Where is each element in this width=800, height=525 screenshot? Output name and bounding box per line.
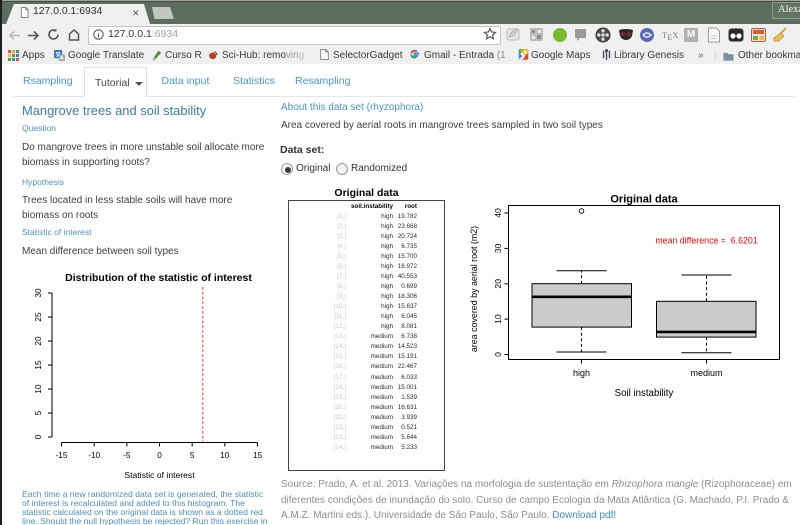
svg-text:-15: -15	[56, 451, 68, 460]
svg-text:10: 10	[493, 314, 503, 324]
svg-text:Original data: Original data	[610, 194, 678, 206]
svg-text:15: 15	[34, 360, 43, 370]
svg-text:5: 5	[34, 410, 43, 415]
svg-text:Statistic of interest: Statistic of interest	[124, 470, 195, 480]
svg-text:Soil instability: Soil instability	[615, 388, 674, 399]
svg-text:20: 20	[493, 279, 503, 289]
svg-text:10: 10	[34, 384, 43, 394]
svg-text:area covered by aerial root (m: area covered by aerial root (m2)	[469, 226, 479, 352]
svg-text:0: 0	[493, 352, 503, 357]
svg-text:40: 40	[493, 208, 503, 218]
svg-text:10: 10	[220, 451, 230, 460]
svg-text:medium: medium	[690, 368, 722, 378]
svg-text:20: 20	[34, 336, 43, 346]
svg-text:0: 0	[34, 434, 43, 439]
svg-text:-10: -10	[88, 451, 100, 460]
svg-text:-5: -5	[123, 451, 131, 460]
svg-text:mean difference = 6.6201: mean difference = 6.6201	[655, 236, 757, 246]
svg-text:30: 30	[493, 243, 503, 253]
svg-text:0: 0	[157, 451, 162, 460]
svg-text:25: 25	[34, 312, 43, 322]
svg-text:15: 15	[253, 451, 263, 460]
svg-text:30: 30	[34, 288, 43, 298]
svg-text:high: high	[573, 368, 590, 378]
svg-text:Distribution of the statistic: Distribution of the statistic of interes…	[65, 272, 252, 284]
svg-text:5: 5	[190, 451, 195, 460]
